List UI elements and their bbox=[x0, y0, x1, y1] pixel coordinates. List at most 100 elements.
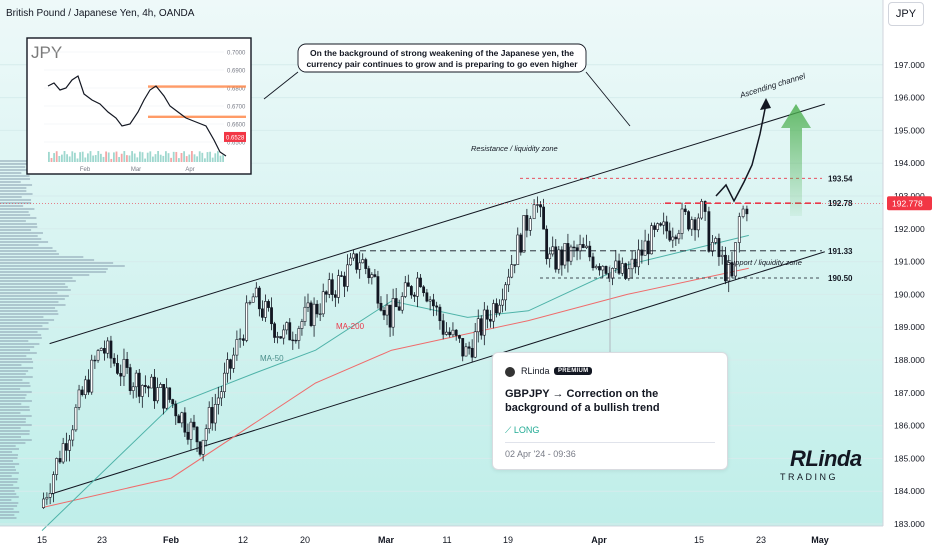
candle-body bbox=[349, 257, 352, 266]
inset-y-tick: 0.6500 bbox=[227, 141, 246, 147]
candle bbox=[99, 347, 103, 352]
inset-x-tick: Apr bbox=[185, 167, 194, 173]
author-name[interactable]: RLinda bbox=[521, 366, 550, 376]
inset-volume-bar bbox=[81, 151, 84, 162]
candle-body bbox=[294, 339, 298, 342]
inset-volume-bar bbox=[89, 151, 92, 162]
candle bbox=[352, 249, 356, 261]
inset-volume-bar bbox=[136, 157, 139, 162]
author-avatar[interactable] bbox=[505, 367, 515, 377]
candle bbox=[282, 324, 286, 345]
volume-profile-bar bbox=[0, 325, 43, 327]
candle bbox=[150, 374, 153, 389]
price-tick-label: 186.000 bbox=[894, 421, 925, 431]
candle-body bbox=[58, 458, 62, 463]
volume-profile-bar bbox=[0, 433, 30, 435]
idea-card[interactable]: RLinda PREMIUM GBPJPY → Correction on th… bbox=[492, 352, 728, 470]
inset-volume-bar bbox=[185, 156, 188, 162]
candle bbox=[87, 369, 90, 395]
candle bbox=[165, 378, 169, 410]
time-axis-background bbox=[0, 526, 883, 550]
candle-body bbox=[451, 329, 455, 336]
candle bbox=[594, 264, 598, 270]
candle bbox=[355, 253, 359, 274]
inset-volume-bar bbox=[53, 153, 55, 162]
candle-body bbox=[454, 329, 458, 336]
volume-profile-bar bbox=[0, 277, 73, 279]
channel-lower-line bbox=[49, 251, 825, 495]
volume-profile-bar bbox=[0, 262, 114, 264]
idea-title[interactable]: GBPJPY → Correction on the background of… bbox=[505, 388, 660, 414]
volume-profile-bar bbox=[0, 466, 15, 468]
volume-profile-bar bbox=[0, 439, 32, 441]
price-axis: 183.000 184.000 185.000 186.000 187.000 188.0… bbox=[882, 0, 932, 529]
candle-body bbox=[376, 276, 380, 304]
inset-price-line bbox=[47, 75, 227, 157]
candle-body bbox=[640, 249, 644, 256]
volume-profile-bar bbox=[0, 193, 33, 195]
volume-profile-bar bbox=[0, 352, 37, 354]
time-axis: 15 23 Feb 12 20 Mar 11 19 Apr 15 23 May bbox=[0, 525, 883, 545]
volume-profile-bar bbox=[0, 361, 34, 363]
inset-volume-bar bbox=[105, 151, 107, 162]
volume-profile-bar bbox=[0, 187, 27, 189]
inset-y-tick: 0.6800 bbox=[227, 87, 246, 93]
candle-body bbox=[528, 218, 532, 231]
candle bbox=[153, 369, 156, 409]
candle bbox=[461, 338, 465, 362]
candle-body bbox=[343, 275, 346, 287]
candle-body bbox=[324, 291, 328, 295]
candle-body bbox=[201, 439, 205, 455]
inset-volume-bar bbox=[139, 151, 141, 162]
candle-body bbox=[315, 303, 319, 315]
candle bbox=[454, 328, 458, 341]
candle bbox=[522, 215, 526, 253]
candle bbox=[403, 275, 407, 299]
candle bbox=[528, 215, 532, 236]
candle-body bbox=[318, 313, 322, 315]
candle bbox=[48, 483, 52, 505]
candle bbox=[273, 321, 276, 344]
time-tick-label: 23 bbox=[756, 535, 766, 545]
candle-body bbox=[428, 299, 432, 302]
volume-profile-bar bbox=[0, 367, 34, 369]
inset-volume-bar bbox=[113, 152, 115, 162]
candle-body bbox=[482, 309, 486, 336]
candle bbox=[485, 305, 489, 329]
inset-volume-bar bbox=[175, 151, 178, 162]
candle-body bbox=[624, 263, 627, 279]
volume-profile-bar bbox=[0, 283, 66, 285]
inset-volume-bar bbox=[84, 157, 87, 162]
candle-body bbox=[507, 276, 511, 286]
candle bbox=[119, 364, 123, 387]
candle-body bbox=[77, 389, 81, 408]
volume-profile-bar bbox=[0, 478, 19, 480]
candle-body bbox=[213, 404, 217, 424]
candle-body bbox=[156, 387, 159, 402]
candle bbox=[42, 492, 46, 509]
volume-profile-bar bbox=[0, 484, 14, 486]
candle bbox=[737, 212, 741, 253]
candle-body bbox=[364, 259, 368, 269]
candle-body bbox=[566, 243, 570, 262]
volume-profile-bar bbox=[0, 376, 33, 378]
ma50-label: MA-50 bbox=[260, 354, 284, 363]
candle bbox=[77, 384, 81, 411]
candle bbox=[412, 292, 416, 303]
ma200-line bbox=[41, 267, 749, 509]
candle bbox=[598, 263, 601, 276]
candle bbox=[640, 239, 644, 264]
candle-body bbox=[180, 412, 184, 424]
candle-body bbox=[696, 217, 700, 231]
candle-body bbox=[516, 234, 520, 265]
candle-body bbox=[575, 247, 579, 252]
candle bbox=[542, 198, 546, 230]
volume-profile-bar bbox=[0, 469, 16, 471]
candle-body bbox=[229, 359, 232, 369]
candle-body bbox=[112, 357, 116, 364]
inset-volume-bar bbox=[71, 151, 74, 162]
resistance-zone-label: Resistance / liquidity zone bbox=[471, 144, 558, 153]
currency-selector[interactable]: JPY bbox=[888, 2, 924, 26]
volume-profile-bar bbox=[0, 502, 19, 504]
